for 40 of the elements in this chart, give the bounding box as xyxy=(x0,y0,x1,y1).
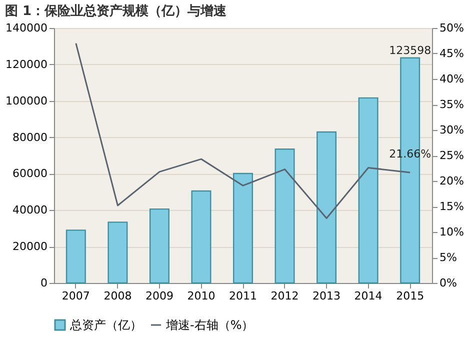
y-tick-label: 40000 xyxy=(12,204,48,217)
y-tick-label: 120000 xyxy=(6,58,48,71)
y-tick-label: 20000 xyxy=(12,240,48,254)
y-tick-label: 80000 xyxy=(12,130,48,144)
bar xyxy=(149,208,170,284)
x-tick-label: 2007 xyxy=(62,290,90,302)
data-label: 123598 xyxy=(389,44,432,57)
x-tick-label: 2012 xyxy=(270,290,299,302)
y2-tick-label: 45% xyxy=(440,47,464,60)
bar xyxy=(108,222,128,284)
y2-tick-label: 5% xyxy=(440,251,457,264)
y2-tick-label: 40% xyxy=(440,72,464,86)
y2-tick-label: 35% xyxy=(440,98,464,111)
x-tick-label: 2010 xyxy=(187,290,216,302)
bar xyxy=(358,97,378,284)
legend-label: 增速-右轴（%） xyxy=(165,318,254,332)
y2-tick-label: 0% xyxy=(440,276,457,290)
legend-label: 总资产（亿） xyxy=(69,318,142,332)
y2-tick-label: 20% xyxy=(440,174,464,188)
bar xyxy=(233,172,253,284)
y2-tick-label: 50% xyxy=(440,22,464,34)
x-tick-label: 2009 xyxy=(145,290,174,302)
bar xyxy=(191,190,212,284)
bar xyxy=(274,148,295,284)
bar xyxy=(316,131,337,284)
y2-tick-label: 25% xyxy=(440,149,464,162)
y-tick-label: 0 xyxy=(40,276,48,290)
chart-title: 图 1：保险业总资产规模（亿）与增速 xyxy=(5,3,228,19)
x-tick-label: 2015 xyxy=(396,290,424,302)
x-tick-label: 2011 xyxy=(229,290,257,302)
y2-tick-label: 15% xyxy=(440,200,464,213)
y2-tick-label: 30% xyxy=(440,124,464,136)
bar xyxy=(66,230,86,284)
y-tick-label: 100000 xyxy=(6,94,48,108)
x-tick-label: 2008 xyxy=(104,290,132,302)
y-tick-label: 60000 xyxy=(12,167,48,180)
x-tick-label: 2014 xyxy=(354,290,382,302)
y-tick-label: 140000 xyxy=(6,22,48,34)
x-tick-label: 2013 xyxy=(312,290,341,302)
y2-tick-label: 10% xyxy=(440,226,464,238)
